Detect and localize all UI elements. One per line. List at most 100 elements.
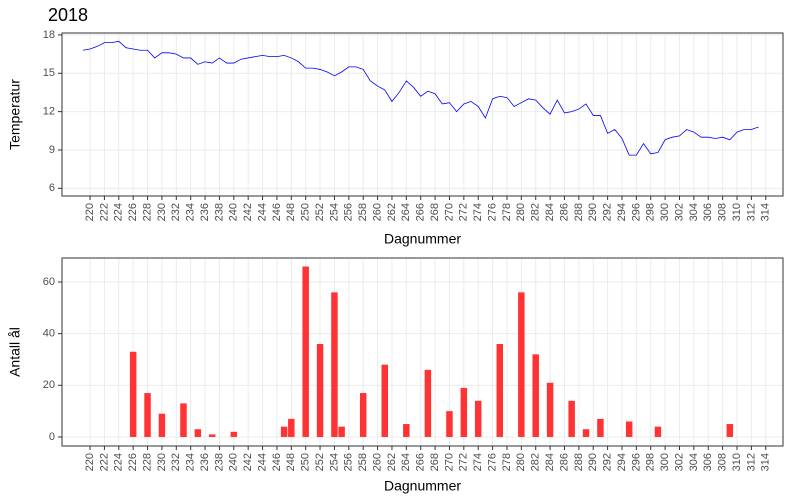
x-tick-label: 288	[573, 453, 585, 471]
x-tick-label: 260	[371, 203, 383, 221]
x-axis-title: Dagnummer	[384, 231, 461, 247]
x-tick-label: 306	[702, 203, 714, 221]
x-tick-label: 298	[645, 453, 657, 471]
bar	[230, 431, 238, 437]
bar	[474, 400, 482, 437]
x-tick-label: 314	[760, 453, 772, 471]
bar	[144, 393, 151, 437]
x-tick-label: 312	[745, 203, 757, 221]
x-tick-label: 230	[156, 453, 168, 471]
x-tick-label: 248	[285, 203, 297, 221]
x-tick-label: 234	[185, 453, 197, 471]
x-tick-label: 314	[760, 203, 772, 221]
x-tick-label: 244	[256, 453, 268, 471]
x-tick-label: 264	[400, 453, 412, 471]
x-tick-label: 236	[199, 203, 211, 221]
x-tick-label: 228	[141, 453, 153, 471]
bar	[518, 292, 525, 437]
x-tick-label: 258	[357, 203, 369, 221]
x-tick-label: 264	[400, 203, 412, 221]
x-tick-label: 268	[429, 453, 441, 471]
x-tick-label: 290	[587, 453, 599, 471]
x-tick-label: 298	[645, 203, 657, 221]
y-axis-title: Antall ål	[7, 327, 23, 377]
x-tick-label: 272	[458, 203, 470, 221]
x-tick-label: 304	[688, 203, 700, 221]
bar	[288, 418, 295, 437]
y-tick-label: 15	[43, 67, 55, 79]
bar	[460, 387, 468, 437]
x-tick-label: 262	[386, 453, 398, 471]
x-tick-label: 296	[630, 203, 642, 221]
x-tick-label: 246	[271, 453, 283, 471]
panel-border	[61, 32, 784, 197]
panel-background	[62, 258, 783, 446]
x-tick-label: 312	[745, 453, 757, 471]
x-tick-label: 250	[300, 203, 312, 221]
x-tick-label: 228	[141, 203, 153, 221]
bar	[532, 354, 539, 437]
x-tick-label: 278	[501, 453, 513, 471]
x-tick-label: 244	[256, 203, 268, 221]
bar	[280, 426, 288, 437]
x-tick-label: 270	[443, 203, 455, 221]
x-tick-label: 262	[386, 203, 398, 221]
y-tick-label: 40	[43, 328, 55, 340]
bar	[180, 403, 187, 437]
x-tick-label: 226	[127, 203, 139, 221]
y-tick-label: 9	[49, 144, 55, 156]
x-tick-label: 248	[285, 453, 297, 471]
x-tick-label: 234	[185, 203, 197, 221]
x-tick-label: 310	[731, 203, 743, 221]
x-tick-label: 300	[659, 453, 671, 471]
x-tick-label: 280	[515, 203, 527, 221]
x-tick-label: 292	[602, 203, 614, 221]
y-tick-label: 6	[49, 182, 55, 194]
x-tick-label: 282	[530, 203, 542, 221]
x-tick-label: 220	[84, 453, 96, 471]
x-tick-label: 226	[127, 453, 139, 471]
x-tick-label: 308	[717, 453, 729, 471]
x-tick-label: 258	[357, 453, 369, 471]
bar	[158, 413, 166, 437]
x-tick-label: 276	[486, 203, 498, 221]
bar	[338, 426, 345, 437]
bar	[568, 400, 575, 437]
x-tick-label: 242	[242, 453, 254, 471]
bar	[403, 424, 410, 437]
x-tick-label: 220	[84, 203, 96, 221]
bar	[625, 421, 633, 437]
x-tick-label: 280	[515, 453, 527, 471]
y-tick-label: 20	[43, 379, 55, 391]
y-axis-title: Temperatur	[7, 79, 23, 150]
x-tick-label: 224	[113, 203, 125, 221]
x-tick-label: 256	[343, 203, 355, 221]
x-tick-label: 232	[170, 453, 182, 471]
x-tick-label: 250	[300, 453, 312, 471]
bar	[209, 434, 216, 437]
x-tick-label: 292	[602, 453, 614, 471]
x-tick-label: 284	[544, 203, 556, 221]
x-tick-label: 230	[156, 203, 168, 221]
bar	[194, 429, 202, 437]
x-tick-label: 266	[415, 453, 427, 471]
x-tick-label: 290	[587, 203, 599, 221]
x-tick-label: 222	[98, 203, 110, 221]
bar	[359, 393, 367, 437]
chart-title: 2018	[48, 5, 88, 25]
x-tick-label: 286	[558, 453, 570, 471]
x-tick-label: 222	[98, 453, 110, 471]
x-tick-label: 296	[630, 453, 642, 471]
x-tick-label: 270	[443, 453, 455, 471]
x-tick-label: 238	[213, 453, 225, 471]
x-tick-label: 268	[429, 203, 441, 221]
x-tick-label: 308	[717, 203, 729, 221]
x-tick-label: 284	[544, 453, 556, 471]
bar	[446, 411, 453, 437]
x-tick-label: 260	[371, 453, 383, 471]
bar	[129, 351, 137, 437]
y-tick-label: 18	[43, 29, 55, 41]
bar	[654, 426, 662, 437]
bar	[331, 292, 338, 437]
